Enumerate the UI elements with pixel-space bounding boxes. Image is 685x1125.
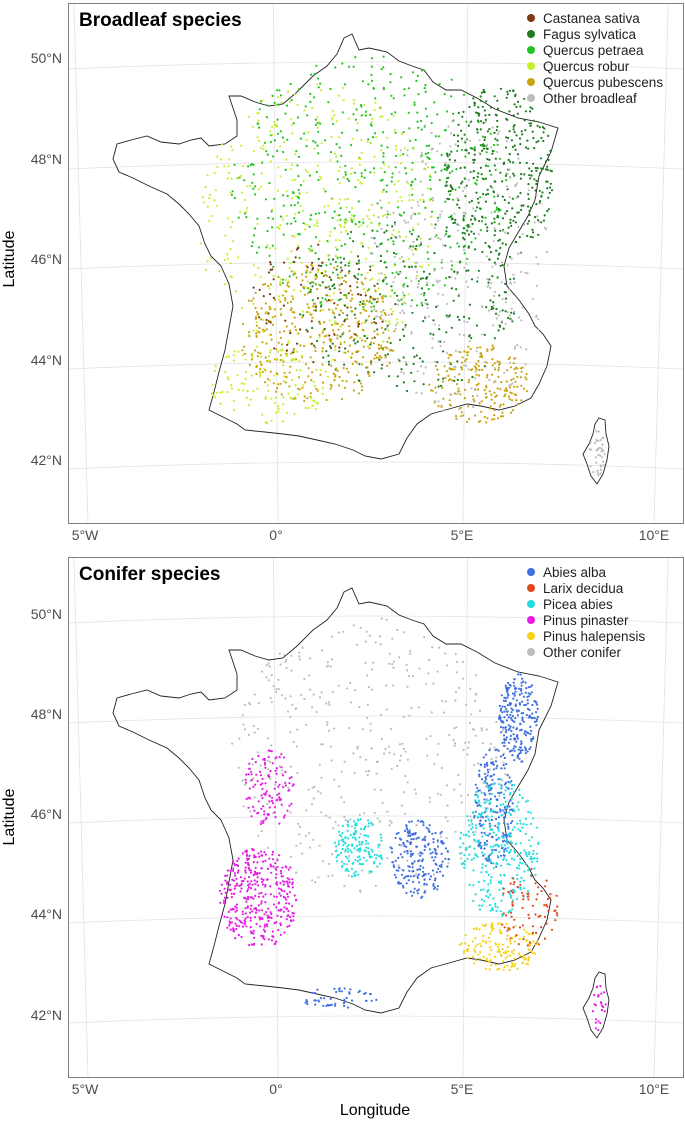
broadleaf-map: [69, 4, 683, 523]
legend-swatch: [527, 600, 535, 608]
legend-label: Pinus halepensis: [543, 628, 646, 644]
legend-label: Pinus pinaster: [543, 612, 629, 628]
corsica-outline: [582, 417, 610, 485]
legend-swatch: [527, 584, 535, 592]
legend-label: Larix decidua: [543, 580, 624, 596]
legend-item: Pinus halepensis: [523, 628, 645, 644]
lon-tick-label: 5°W: [71, 527, 99, 543]
legend-label: Picea abies: [543, 596, 613, 612]
graticule: [69, 558, 683, 1077]
lat-tick-label: 44°N: [30, 906, 62, 922]
conifer-map: [69, 558, 683, 1077]
legend-swatch: [527, 632, 535, 640]
lat-tick-label: 46°N: [30, 251, 62, 267]
panel-title: Broadleaf species: [79, 10, 242, 31]
legend-item: Quercus petraea: [523, 42, 663, 58]
legend-swatch: [527, 568, 535, 576]
legend-swatch: [527, 78, 535, 86]
legend-item: Quercus robur: [523, 58, 663, 74]
conifer-map-panel: Conifer species Abies alba Larix decidua…: [68, 557, 684, 1078]
legend-swatch: [527, 616, 535, 624]
legend-item: Pinus pinaster: [523, 612, 645, 628]
legend-item: Castanea sativa: [523, 10, 663, 26]
lat-tick-label: 46°N: [30, 806, 62, 822]
legend-item: Picea abies: [523, 596, 645, 612]
lon-tick-label: 10°E: [638, 1081, 670, 1097]
legend-item: Other broadleaf: [523, 90, 663, 106]
france-outline: [112, 33, 559, 460]
lat-tick-label: 50°N: [30, 50, 62, 66]
legend-swatch: [527, 46, 535, 54]
lat-tick-label: 48°N: [30, 706, 62, 722]
x-axis-title: Longitude: [339, 1102, 411, 1119]
lon-tick-label: 0°: [269, 1081, 283, 1097]
legend-swatch: [527, 14, 535, 22]
legend-swatch: [527, 62, 535, 70]
legend-label: Other broadleaf: [543, 90, 637, 106]
legend-item: Larix decidua: [523, 580, 645, 596]
legend-item: Fagus sylvatica: [523, 26, 663, 42]
lat-tick-label: 48°N: [30, 151, 62, 167]
legend-swatch: [527, 648, 535, 656]
france-outline: [112, 587, 559, 1014]
legend-label: Abies alba: [543, 564, 607, 580]
corsica-outline: [582, 971, 610, 1039]
legend-label: Quercus robur: [543, 58, 630, 74]
legend-label: Other conifer: [543, 644, 622, 660]
legend-swatch: [527, 94, 535, 102]
lat-tick-label: 42°N: [30, 1007, 62, 1023]
species-points: [218, 617, 607, 1032]
legend-item: Quercus pubescens: [523, 74, 663, 90]
legend-item: Other conifer: [523, 644, 645, 660]
species-points: [199, 55, 606, 477]
legend-swatch: [527, 30, 535, 38]
legend-label: Castanea sativa: [543, 10, 640, 26]
lon-tick-label: 10°E: [638, 527, 670, 543]
lat-tick-label: 42°N: [30, 452, 62, 468]
panel-title: Conifer species: [79, 564, 221, 585]
lat-tick-label: 44°N: [30, 352, 62, 368]
broadleaf-map-panel: Broadleaf species Castanea sativa Fagus …: [68, 3, 684, 524]
legend-label: Quercus petraea: [543, 42, 644, 58]
legend: Abies alba Larix decidua Picea abies Pin…: [523, 564, 645, 660]
lon-tick-label: 5°E: [450, 527, 474, 543]
lon-tick-label: 0°: [269, 527, 283, 543]
lon-tick-label: 5°E: [450, 1081, 474, 1097]
graticule: [69, 4, 683, 523]
legend-label: Quercus pubescens: [543, 74, 664, 90]
legend-label: Fagus sylvatica: [543, 26, 637, 42]
lon-tick-label: 5°W: [71, 1081, 99, 1097]
legend: Castanea sativa Fagus sylvatica Quercus …: [523, 10, 663, 106]
lat-tick-label: 50°N: [30, 606, 62, 622]
legend-item: Abies alba: [523, 564, 645, 580]
